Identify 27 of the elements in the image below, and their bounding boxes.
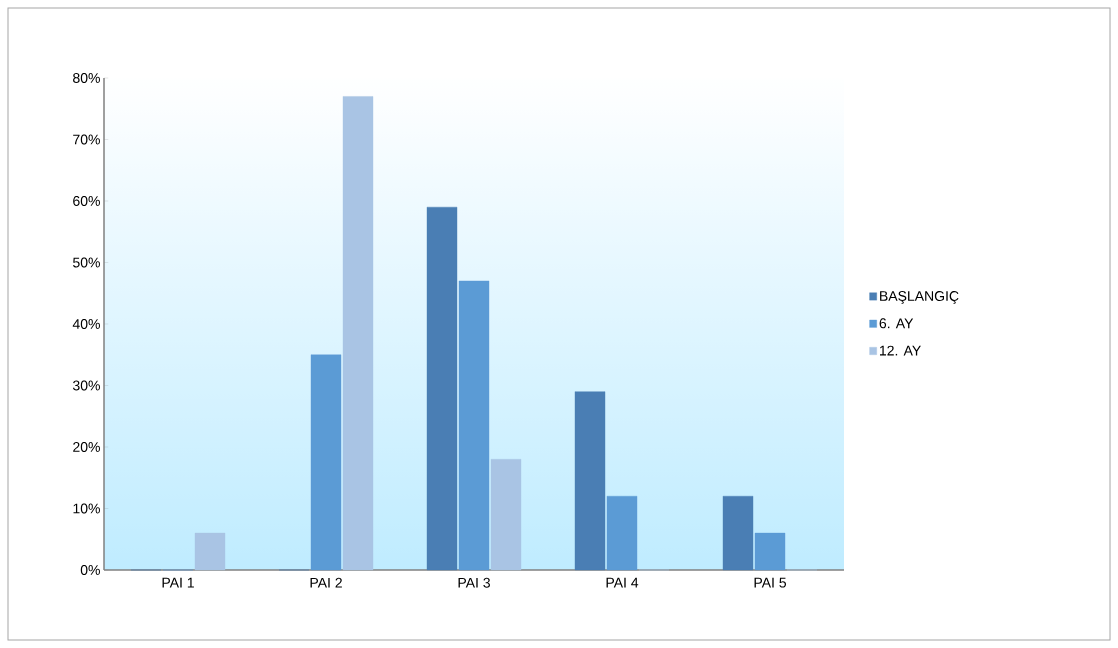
bar <box>606 496 638 571</box>
bar <box>458 280 490 571</box>
legend-label: 12. AY <box>879 345 921 356</box>
y-tick-label: 60% <box>73 196 100 206</box>
legend-label: BAŞLANGIÇ <box>880 291 959 304</box>
x-tick-label: PAI 2 <box>310 577 342 588</box>
bar <box>194 532 226 571</box>
bar <box>722 496 754 571</box>
x-tick-label: PAI 3 <box>458 577 490 588</box>
x-tick-label: PAI 5 <box>754 577 787 588</box>
bar <box>342 96 374 571</box>
x-tick-label: PAI 4 <box>606 577 639 588</box>
bar <box>574 391 606 571</box>
x-tick-label: PAI 1 <box>162 577 194 588</box>
y-tick-label: 20% <box>73 442 100 452</box>
y-tick-label: 50% <box>73 257 100 268</box>
bar <box>754 532 786 571</box>
bar <box>426 206 458 571</box>
y-tick-label: 70% <box>73 134 100 145</box>
bar <box>310 354 342 571</box>
y-tick-label: 10% <box>73 503 100 514</box>
y-tick-label: 30% <box>72 380 100 391</box>
legend-label: 6. AY <box>879 318 914 329</box>
y-tick-label: 80% <box>73 73 100 83</box>
y-tick-label: 40% <box>72 319 100 329</box>
bar <box>490 459 522 571</box>
y-tick-label: 0% <box>80 565 100 575</box>
